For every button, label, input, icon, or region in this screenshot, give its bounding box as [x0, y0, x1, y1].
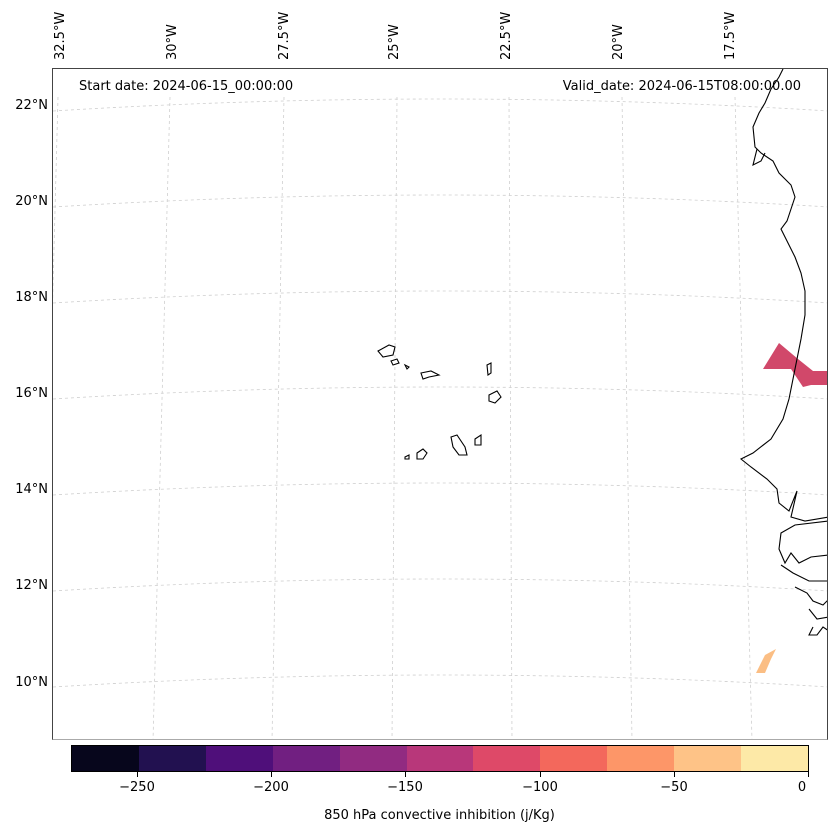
colorbar-segment	[205, 746, 273, 771]
lat-label: 10°N	[15, 675, 48, 690]
colorbar-tick-label: −200	[253, 780, 289, 795]
colorbar-segment	[607, 746, 675, 771]
lon-label: 27.5°W	[277, 11, 292, 60]
lat-label: 14°N	[15, 482, 48, 497]
colorbar-segment	[473, 746, 541, 771]
coastline	[739, 69, 827, 636]
map-canvas	[53, 69, 827, 739]
colorbar-segment	[72, 746, 139, 771]
lat-label: 22°N	[15, 98, 48, 113]
colorbar-segment	[138, 746, 206, 771]
longitude-gridlines	[53, 96, 753, 739]
colorbar-segment	[272, 746, 340, 771]
lon-label: 25°W	[387, 24, 402, 60]
start-date-label: Start date: 2024-06-15_00:00:00	[79, 79, 294, 94]
cin-region-mid	[763, 343, 827, 387]
lon-label: 20°W	[611, 24, 626, 60]
cape-verde-islands	[377, 344, 502, 460]
colorbar-tick-label: −150	[387, 780, 423, 795]
colorbar-tick	[808, 772, 809, 777]
colorbar-segment	[540, 746, 608, 771]
latitude-gridlines	[53, 98, 827, 688]
lat-label: 12°N	[15, 578, 48, 593]
lon-label: 17.5°W	[723, 11, 738, 60]
colorbar-tick-label: −100	[522, 780, 558, 795]
colorbar	[71, 745, 809, 772]
lon-label: 30°W	[165, 24, 180, 60]
colorbar-tick	[405, 772, 406, 777]
map-panel: Start date: 2024-06-15_00:00:00 Valid_da…	[52, 68, 828, 740]
cin-region-low	[756, 649, 776, 673]
colorbar-tick-label: −50	[660, 780, 688, 795]
colorbar-tick	[137, 772, 138, 777]
lon-label: 32.5°W	[53, 11, 68, 60]
lat-label: 16°N	[15, 386, 48, 401]
colorbar-tick	[271, 772, 272, 777]
colorbar-segment	[741, 746, 808, 771]
valid-date-label: Valid_date: 2024-06-15T08:00:00.00	[562, 79, 801, 94]
lat-label: 20°N	[15, 194, 48, 209]
lon-label: 22.5°W	[499, 11, 514, 60]
colorbar-segment	[339, 746, 407, 771]
colorbar-label: 850 hPa convective inhibition (j/Kg)	[324, 808, 555, 823]
colorbar-segment	[674, 746, 742, 771]
colorbar-tick	[674, 772, 675, 777]
colorbar-tick	[540, 772, 541, 777]
lat-label: 18°N	[15, 290, 48, 305]
colorbar-tick-label: −250	[119, 780, 155, 795]
colorbar-segment	[406, 746, 474, 771]
colorbar-tick-label: 0	[797, 780, 807, 795]
